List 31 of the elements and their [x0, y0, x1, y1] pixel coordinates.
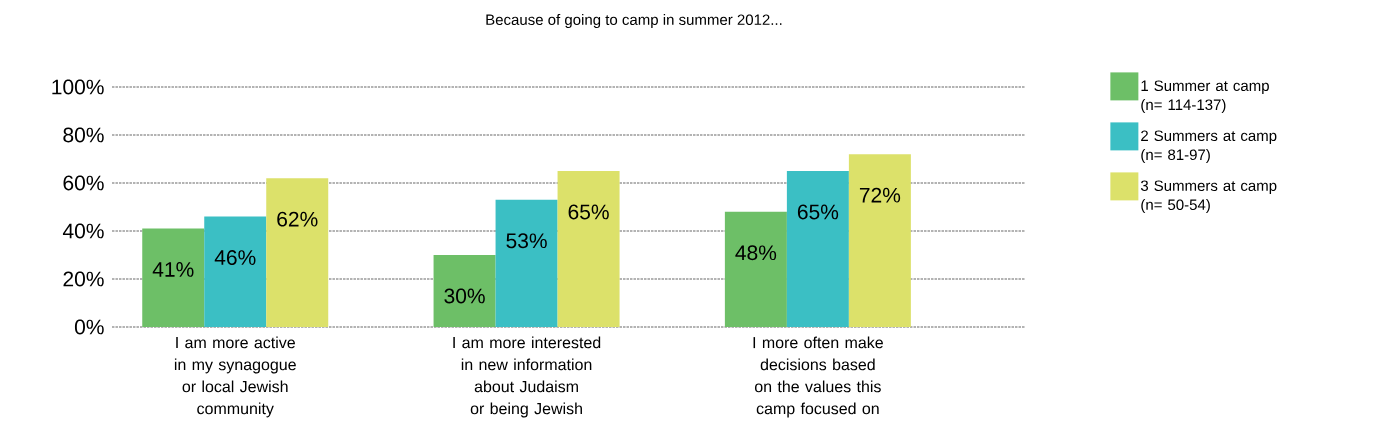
data-label: 62%: [277, 211, 318, 227]
bar: [724, 211, 787, 327]
data-label: 41%: [152, 262, 194, 277]
y-tick-label: 100%: [52, 79, 104, 95]
y-tick-label: 60%: [63, 175, 104, 191]
chart-title: Because of going to camp in summer 2012...: [486, 14, 782, 28]
bar: [204, 216, 267, 327]
bar: [786, 170, 849, 327]
data-label: 72%: [859, 187, 901, 203]
bar: [266, 178, 329, 327]
legend-label: 1 Summer at camp (n= 114-137): [1141, 80, 1269, 113]
x-tick-label: I more often make decisions based on the values this camp focused on: [753, 336, 883, 418]
bar: [495, 199, 558, 327]
data-label: 46%: [214, 250, 256, 265]
y-tick-label: 20%: [63, 271, 104, 287]
bar: [557, 170, 620, 327]
data-label: 65%: [797, 204, 839, 220]
y-tick-label: 80%: [63, 127, 104, 143]
bar: [142, 228, 205, 327]
data-label: 53%: [506, 233, 547, 249]
y-tick-label: 0%: [74, 319, 104, 335]
legend-label: 2 Summers at camp (n= 81-97): [1141, 130, 1277, 163]
y-tick-label: 40%: [62, 223, 104, 239]
x-tick-label: I am more interested in new information about Judaism or being Jewish: [453, 336, 601, 418]
x-tick-label: I am more active in my synagogue or local Jewish community: [174, 336, 296, 418]
data-label: 30%: [444, 288, 485, 304]
bar: [433, 254, 496, 327]
legend-label: 3 Summers at camp (n= 50-54): [1140, 180, 1277, 213]
data-label: 48%: [735, 245, 777, 261]
data-label: 65%: [568, 204, 609, 220]
bar: [848, 154, 911, 327]
